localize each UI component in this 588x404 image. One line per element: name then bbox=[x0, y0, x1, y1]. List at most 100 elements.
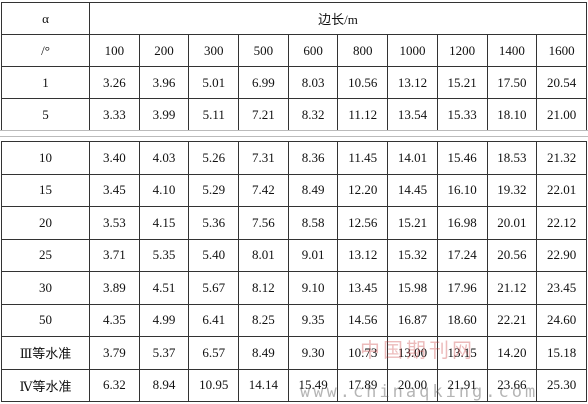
watermark-url: www.chinaqking.com bbox=[300, 382, 539, 402]
cell: 22.01 bbox=[536, 173, 587, 207]
cell: 15.49 bbox=[287, 368, 339, 402]
cell: 22.90 bbox=[536, 238, 587, 272]
cell: 9.30 bbox=[287, 336, 339, 370]
column-header: 100 bbox=[89, 34, 140, 67]
cell: 3.45 bbox=[89, 173, 140, 207]
cell: 4.15 bbox=[138, 206, 190, 240]
cell: 5.37 bbox=[138, 336, 190, 370]
cell: 13.00 bbox=[387, 336, 438, 370]
cell: 15.33 bbox=[436, 98, 488, 131]
cell: 5.26 bbox=[188, 141, 240, 175]
cell: 14.45 bbox=[387, 173, 438, 207]
cell: 7.31 bbox=[238, 141, 289, 175]
cell: 3.99 bbox=[138, 98, 190, 131]
cell: 3.40 bbox=[89, 141, 140, 175]
page-break-line bbox=[0, 136, 588, 137]
cell: 6.32 bbox=[89, 368, 140, 402]
cell: 16.87 bbox=[387, 303, 438, 337]
cell: 9.35 bbox=[287, 303, 339, 337]
cell: 10.95 bbox=[188, 368, 240, 402]
cell: 21.12 bbox=[486, 271, 538, 305]
data-row: 5 3.33 3.99 5.11 7.21 8.32 11.12 13.54 15.33 18.1… bbox=[1, 98, 587, 131]
cell: 17.50 bbox=[486, 66, 538, 99]
cell: 15.18 bbox=[536, 336, 587, 370]
cell: 5.29 bbox=[188, 173, 240, 207]
row-label: 25 bbox=[1, 238, 90, 272]
data-row: 50 4.35 4.99 6.41 8.25 9.35 14.56 16.87 18.60 22.… bbox=[1, 303, 587, 337]
cell: 21.91 bbox=[436, 368, 488, 402]
column-header: 200 bbox=[138, 34, 190, 67]
cell: 7.56 bbox=[238, 206, 289, 240]
cell: 15.46 bbox=[436, 141, 488, 175]
row-label: 5 bbox=[1, 98, 90, 131]
cell: 11.12 bbox=[337, 98, 389, 131]
data-row: 25 3.71 5.35 5.40 8.01 9.01 13.12 15.32 17.24 20.… bbox=[1, 238, 587, 272]
data-row: 30 3.89 4.51 5.67 8.12 9.10 13.45 15.98 17.96 21.… bbox=[1, 271, 587, 305]
column-header: 600 bbox=[287, 34, 339, 67]
cell: 25.30 bbox=[536, 368, 587, 402]
cell: 16.10 bbox=[436, 173, 488, 207]
cell: 17.89 bbox=[337, 368, 389, 402]
column-header: 300 bbox=[188, 34, 240, 67]
column-header: 1200 bbox=[436, 34, 488, 67]
cell: 3.79 bbox=[89, 336, 140, 370]
cell: 9.10 bbox=[287, 271, 339, 305]
cell: 8.36 bbox=[287, 141, 339, 175]
cell: 6.99 bbox=[238, 66, 289, 99]
cell: 13.12 bbox=[337, 238, 389, 272]
cell: 12.56 bbox=[337, 206, 389, 240]
column-header: 1600 bbox=[536, 34, 587, 67]
cell: 12.20 bbox=[337, 173, 389, 207]
cell: 3.71 bbox=[89, 238, 140, 272]
cell: 18.60 bbox=[436, 303, 488, 337]
cell: 10.73 bbox=[337, 336, 389, 370]
cell: 19.32 bbox=[486, 173, 538, 207]
cell: 14.01 bbox=[387, 141, 438, 175]
row-label: Ⅳ等水准 bbox=[1, 368, 90, 402]
cell: 5.35 bbox=[138, 238, 190, 272]
cell: 16.98 bbox=[436, 206, 488, 240]
cell: 3.96 bbox=[138, 66, 190, 99]
column-header: 1000 bbox=[387, 34, 438, 67]
cell: 3.26 bbox=[89, 66, 140, 99]
data-row: Ⅲ等水准 3.79 5.37 6.57 8.49 9.30 10.73 13.00 13.15 1… bbox=[1, 336, 587, 370]
row-label: 50 bbox=[1, 303, 90, 337]
cell: 13.45 bbox=[337, 271, 389, 305]
data-row: Ⅳ等水准 6.32 8.94 10.95 14.14 15.49 17.89 20.00 21.… bbox=[1, 368, 587, 402]
cell: 8.49 bbox=[287, 173, 339, 207]
cell: 3.53 bbox=[89, 206, 140, 240]
cell: 17.96 bbox=[436, 271, 488, 305]
cell: 22.12 bbox=[536, 206, 587, 240]
cell: 23.45 bbox=[536, 271, 587, 305]
cell: 4.03 bbox=[138, 141, 190, 175]
cell: 11.45 bbox=[337, 141, 389, 175]
cell: 8.03 bbox=[287, 66, 339, 99]
cell: 8.25 bbox=[238, 303, 289, 337]
cell: 22.21 bbox=[486, 303, 538, 337]
row-label: Ⅲ等水准 bbox=[1, 336, 90, 370]
data-row: 20 3.53 4.15 5.36 7.56 8.58 12.56 15.21 16.98 20.… bbox=[1, 206, 587, 240]
cell: 15.32 bbox=[387, 238, 438, 272]
table-top: α 边长/m/° 100 200 300 500 600 800 1000 1200 1400 160… bbox=[1, 2, 587, 131]
cell: 9.01 bbox=[287, 238, 339, 272]
data-row: 1 3.26 3.96 5.01 6.99 8.03 10.56 13.12 15.21 17.5… bbox=[1, 66, 587, 99]
cell: 7.42 bbox=[238, 173, 289, 207]
cell: 15.98 bbox=[387, 271, 438, 305]
column-header: 800 bbox=[337, 34, 389, 67]
cell: 18.10 bbox=[486, 98, 538, 131]
cell: 17.24 bbox=[436, 238, 488, 272]
cell: 8.49 bbox=[238, 336, 289, 370]
cell: 24.60 bbox=[536, 303, 587, 337]
cell: 18.53 bbox=[486, 141, 538, 175]
cell: 4.10 bbox=[138, 173, 190, 207]
cell: 6.57 bbox=[188, 336, 240, 370]
cell: 8.32 bbox=[287, 98, 339, 131]
cell: 4.99 bbox=[138, 303, 190, 337]
row-label: 15 bbox=[1, 173, 90, 207]
cell: 20.00 bbox=[387, 368, 438, 402]
cell: 21.00 bbox=[536, 98, 587, 131]
cell: 15.21 bbox=[436, 66, 488, 99]
cell: 20.54 bbox=[536, 66, 587, 99]
cell: 8.94 bbox=[138, 368, 190, 402]
